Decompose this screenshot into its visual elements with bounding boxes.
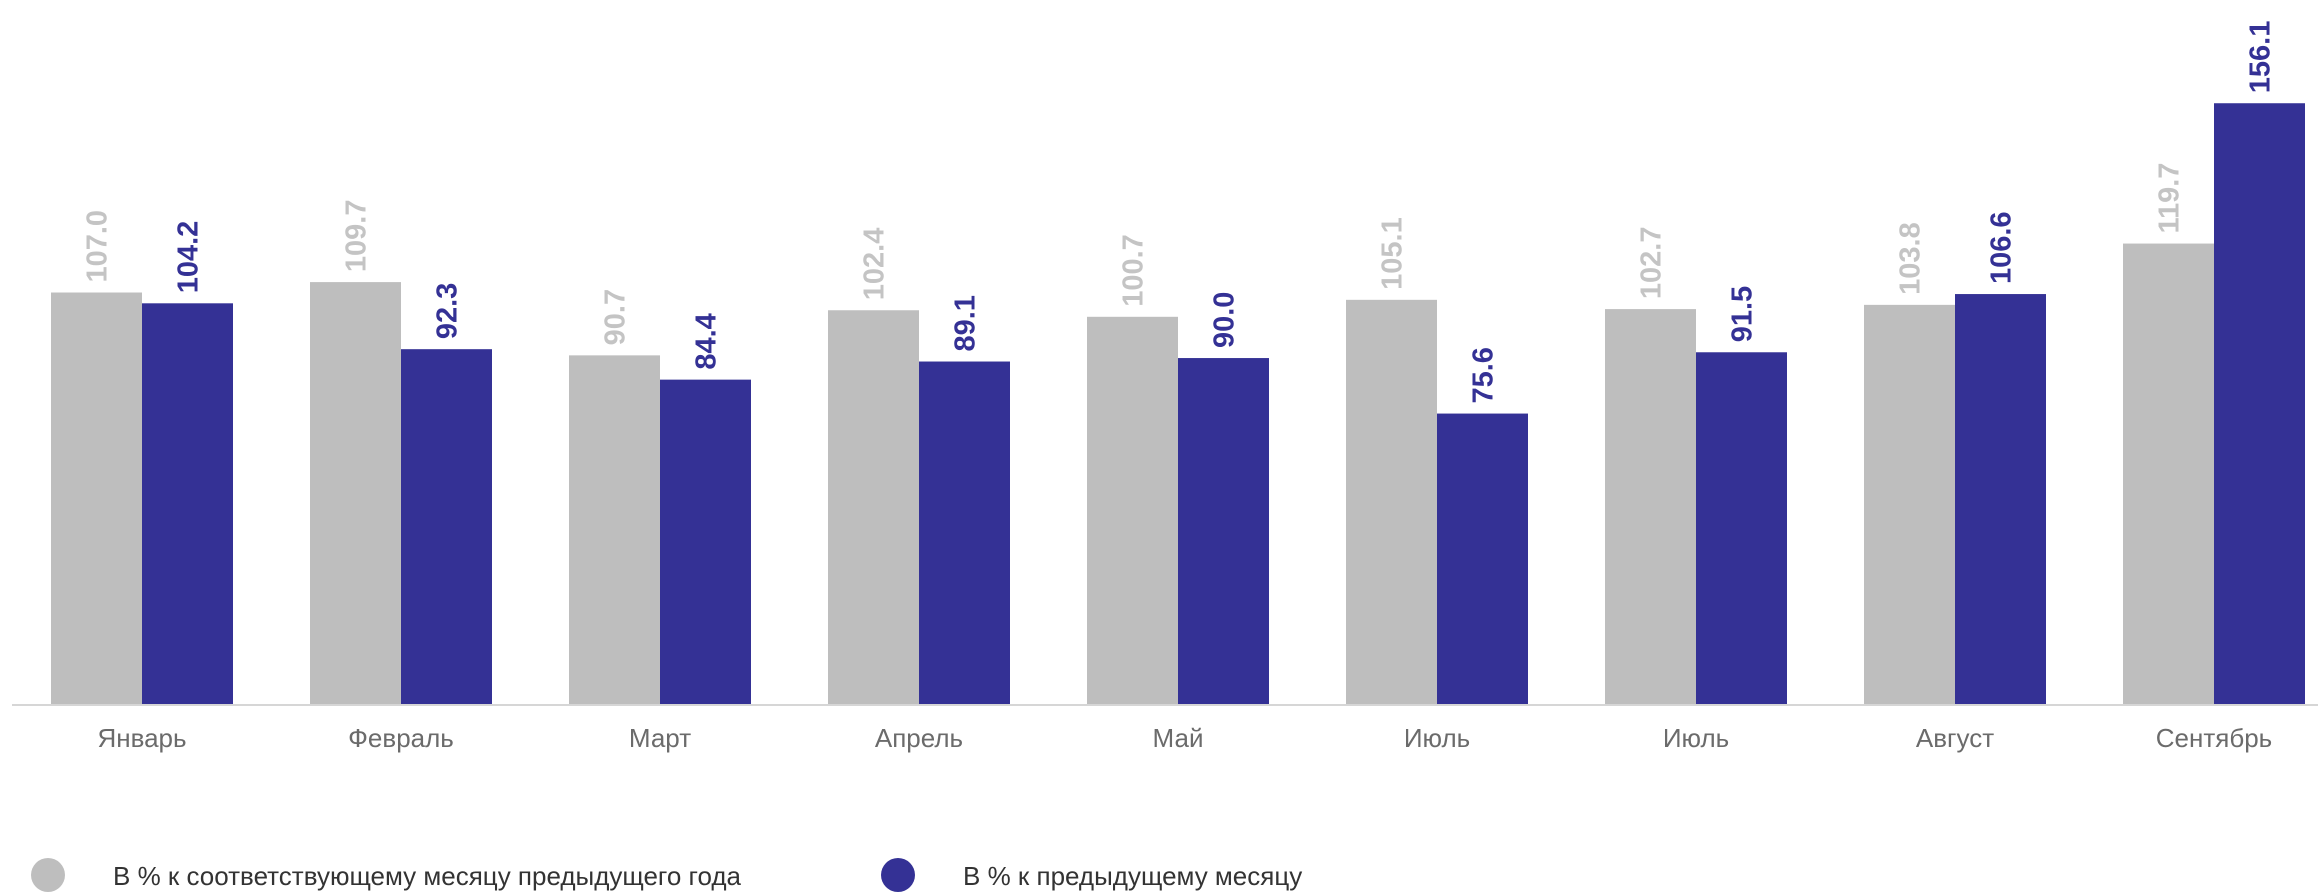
bar-series-1-6 [1346,299,1437,705]
value-label-series-1-9: 119.7 [2154,163,2186,234]
bar-series-2-6 [1437,413,1528,705]
value-label-series-1-4: 102.4 [859,228,891,301]
bar-series-1-5 [1087,316,1178,705]
category-label-8: Август [1916,723,1994,753]
value-label-series-2-9: 156.1 [2245,21,2277,94]
legend-swatch-series-2 [881,858,915,892]
bar-series-2-8 [1955,294,2046,705]
value-label-series-2-1: 104.2 [173,221,205,294]
category-label-5: Май [1153,723,1204,753]
value-label-series-1-5: 100.7 [1118,234,1150,307]
bars-group [51,103,2305,705]
bar-series-1-8 [1864,304,1955,705]
value-label-series-1-1: 107.0 [82,210,114,283]
category-labels: Январь Февраль Март Апрель Май Июль Июль Август… [97,723,2272,753]
value-label-series-2-6: 75.6 [1468,347,1500,403]
value-label-series-1-8: 103.8 [1895,222,1927,295]
value-label-series-2-3: 84.4 [691,313,723,369]
value-label-series-2-4: 89.1 [950,295,982,351]
bar-series-2-7 [1696,352,1787,705]
value-label-series-1-7: 102.7 [1636,227,1668,300]
value-labels: 107.0 104.2 109.7 92.3 90.7 84.4 102.4 89.1 100.… [82,21,2277,404]
bar-series-2-5 [1178,358,1269,705]
value-label-series-2-8: 106.6 [1986,211,2018,284]
legend-label-series-1: В % к соответствующему месяцу предыдущег… [113,861,742,891]
bar-series-2-4 [919,361,1010,705]
legend-label-series-2: В % к предыдущему месяцу [963,861,1302,891]
bar-series-1-2 [310,282,401,705]
value-label-series-2-2: 92.3 [432,283,464,339]
value-label-series-2-5: 90.0 [1209,292,1241,348]
bar-series-1-1 [51,292,142,705]
bar-series-2-9 [2214,103,2305,705]
category-label-9: Сентябрь [2156,723,2272,753]
bar-series-1-4 [828,310,919,705]
legend-swatch-series-1 [31,858,65,892]
value-label-series-1-2: 109.7 [341,200,373,273]
category-label-1: Январь [97,723,186,753]
category-label-7: Июль [1663,723,1729,753]
bar-series-1-3 [569,355,660,705]
value-label-series-2-7: 91.5 [1727,286,1759,342]
bar-series-1-9 [2123,243,2214,705]
legend: В % к соответствующему месяцу предыдущег… [31,858,1302,892]
value-label-series-1-6: 105.1 [1377,217,1409,290]
category-label-4: Апрель [875,723,963,753]
bar-series-2-2 [401,349,492,705]
value-label-series-1-3: 90.7 [600,289,632,345]
bar-series-2-3 [660,379,751,705]
bar-series-2-1 [142,303,233,705]
category-label-3: Март [629,723,691,753]
bar-series-1-7 [1605,309,1696,705]
category-label-6: Июль [1404,723,1470,753]
category-label-2: Февраль [348,723,454,753]
